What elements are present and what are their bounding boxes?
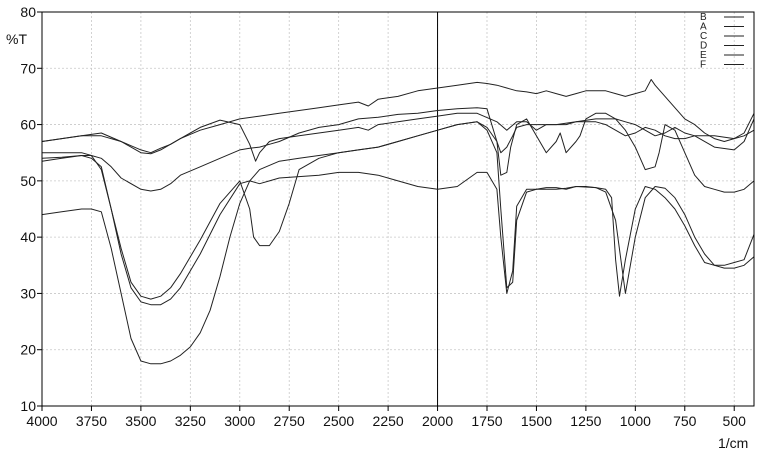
x-tick-label: 1250 (570, 413, 601, 429)
y-tick-label: 60 (20, 117, 36, 133)
y-tick-label: 40 (20, 229, 36, 245)
y-tick-labels: 10 20 30 40 50 60 70 80 (20, 4, 36, 414)
x-tick-label: 2500 (323, 413, 354, 429)
x-tick-label: 1750 (471, 413, 502, 429)
axis-ticks (37, 11, 735, 411)
x-tick-label: 2750 (274, 413, 305, 429)
y-tick-label: 50 (20, 173, 36, 189)
series-line-d (42, 121, 755, 300)
x-tick-label: 2250 (373, 413, 404, 429)
x-tick-labels: 4000 3750 3500 3250 3000 2750 2500 2250 2000 1750… (26, 413, 746, 429)
legend-label-d: D (700, 41, 707, 52)
series-line-c (41, 155, 755, 306)
y-tick-label: 10 (20, 398, 36, 414)
y-tick-label: 30 (20, 285, 36, 301)
x-tick-label: 2000 (422, 413, 453, 429)
x-tick-label: 4000 (26, 413, 57, 429)
y-tick-label: 20 (20, 342, 36, 358)
x-tick-label: 3000 (224, 413, 255, 429)
x-tick-label: 1500 (521, 413, 552, 429)
series-line-f (41, 79, 755, 154)
grid-lines (41, 11, 754, 407)
x-axis-title: 1/cm (718, 435, 748, 451)
legend-label-f: F (700, 60, 706, 71)
x-tick-label: 3250 (175, 413, 206, 429)
legend-label-a: A (700, 22, 707, 33)
y-tick-label: 70 (20, 60, 36, 76)
y-axis-title: %T (6, 31, 27, 47)
x-tick-label: 3500 (125, 413, 156, 429)
legend-label-c: C (700, 31, 707, 42)
series-line-a (41, 121, 755, 365)
x-tick-label: 500 (723, 413, 747, 429)
series-line-e (41, 107, 755, 193)
series-line-b (41, 112, 755, 162)
series-lines (41, 79, 755, 365)
x-tick-label: 3750 (76, 413, 107, 429)
x-tick-label: 750 (673, 413, 697, 429)
legend-label-e: E (700, 50, 707, 61)
legend-label-b: B (700, 12, 707, 23)
plot-frame (41, 11, 755, 407)
x-tick-label: 1000 (620, 413, 651, 429)
y-tick-label: 80 (20, 4, 36, 20)
